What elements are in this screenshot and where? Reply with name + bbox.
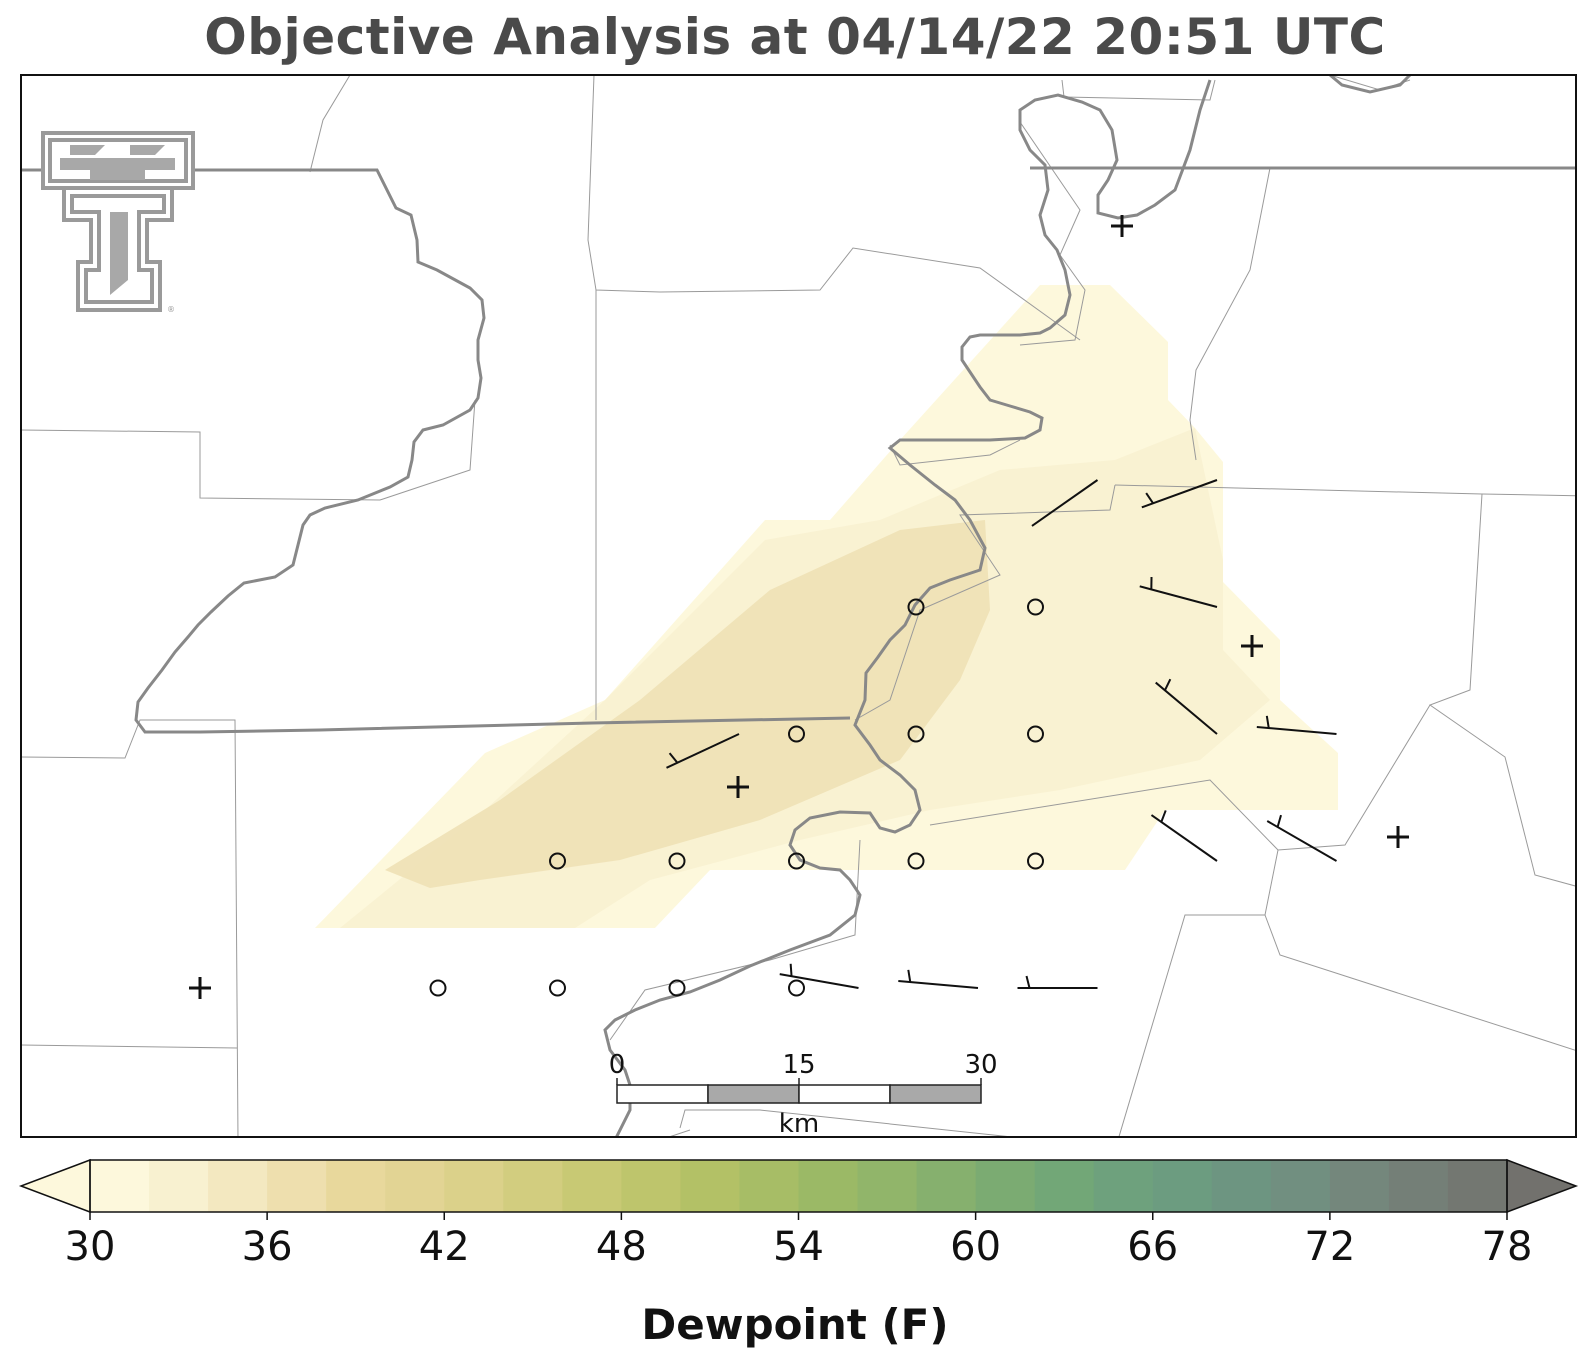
calm-wind-station-8 — [907, 852, 925, 870]
wind-barb-4 — [1155, 678, 1218, 735]
observation-layer — [189, 215, 1409, 999]
map-title: Objective Analysis at 04/14/22 20:51 UTC — [204, 8, 1386, 66]
colorbar-ticks: 30 36 42 48 54 60 66 72 78 — [65, 1212, 1533, 1270]
colorbar-swatch-18 — [1152, 1160, 1213, 1212]
calm-wind-station-1 — [1027, 598, 1044, 616]
wind-barb-7 — [1266, 814, 1338, 862]
scale-bar: 0 15 30 km — [609, 1050, 998, 1139]
map-panel: 0 15 30 km ® — [20, 74, 1577, 1139]
calm-wind-station-7 — [788, 852, 805, 870]
colorbar-swatch-6 — [444, 1160, 504, 1212]
colorbar-swatches — [18, 1158, 1579, 1214]
colorbar-extend-high — [1506, 1158, 1579, 1214]
wind-barb-2 — [1139, 577, 1218, 608]
colorbar-swatch-4 — [326, 1160, 386, 1212]
calm-wind-station-12 — [668, 979, 686, 997]
colorbar-swatch-0 — [90, 1160, 150, 1212]
colorbar-tick-label-8: 78 — [1482, 1224, 1533, 1270]
wind-barb-3 — [666, 733, 740, 769]
calm-wind-station-3 — [907, 725, 925, 743]
colorbar-swatch-12 — [798, 1160, 859, 1212]
map-frame — [20, 74, 1577, 1138]
colorbar-extend-low — [18, 1158, 91, 1214]
state-boundaries — [21, 75, 1576, 1137]
colorbar-swatch-10 — [680, 1160, 741, 1212]
colorbar-tick-label-7: 72 — [1304, 1224, 1355, 1270]
colorbar-swatch-15 — [975, 1160, 1036, 1212]
colorbar-tick-label-0: 30 — [65, 1224, 116, 1270]
scale-label-15: 15 — [782, 1050, 815, 1080]
wind-barb-5 — [1256, 715, 1337, 735]
colorbar-swatch-1 — [149, 1160, 209, 1212]
scale-segment-1 — [616, 1084, 709, 1104]
colorbar-swatch-21 — [1329, 1160, 1390, 1212]
calm-wind-station-9 — [1027, 852, 1044, 870]
station-marker-2 — [727, 776, 749, 798]
calm-wind-station-4 — [1027, 725, 1044, 743]
scale-segment-4 — [889, 1084, 982, 1104]
scale-segment-2 — [707, 1084, 800, 1104]
wind-barb-0 — [1031, 479, 1099, 527]
calm-wind-station-2 — [788, 725, 805, 743]
county-boundaries — [21, 75, 1576, 1137]
colorbar-swatch-20 — [1270, 1160, 1331, 1212]
calm-wind-station-0 — [907, 598, 925, 616]
scale-label-30: 30 — [964, 1050, 997, 1080]
calm-wind-station-11 — [549, 979, 566, 997]
station-marker-4 — [189, 977, 211, 999]
colorbar-tick-label-4: 54 — [773, 1224, 824, 1270]
wind-barb-9 — [898, 969, 979, 989]
colorbar-swatch-2 — [208, 1160, 268, 1212]
colorbar: 30 36 42 48 54 60 66 72 78 — [18, 1158, 1579, 1270]
wind-barb-1 — [1141, 479, 1218, 509]
calm-wind-station-5 — [549, 852, 566, 870]
colorbar-swatch-7 — [503, 1160, 563, 1212]
colorbar-swatch-23 — [1447, 1160, 1508, 1212]
colorbar-swatch-16 — [1034, 1160, 1095, 1212]
calm-wind-station-10 — [429, 979, 447, 997]
colorbar-swatch-11 — [739, 1160, 800, 1212]
colorbar-swatch-5 — [385, 1160, 445, 1212]
contour-level-3 — [385, 520, 990, 888]
colorbar-tick-label-3: 48 — [596, 1224, 647, 1270]
calm-wind-station-6 — [668, 852, 686, 870]
colorbar-swatch-3 — [267, 1160, 327, 1212]
station-marker-3 — [1387, 826, 1409, 848]
scale-segment-3 — [798, 1084, 891, 1104]
colorbar-swatch-9 — [621, 1160, 682, 1212]
svg-text:®: ® — [167, 305, 175, 314]
colorbar-swatch-14 — [916, 1160, 977, 1212]
colorbar-tick-label-2: 42 — [419, 1224, 470, 1270]
scale-label-0: 0 — [609, 1050, 626, 1080]
calm-wind-station-13 — [788, 979, 805, 997]
colorbar-tick-label-5: 60 — [950, 1224, 1001, 1270]
colorbar-tick-label-6: 66 — [1127, 1224, 1178, 1270]
colorbar-swatch-8 — [562, 1160, 622, 1212]
dewpoint-contour-fill — [315, 285, 1338, 928]
colorbar-swatch-13 — [857, 1160, 918, 1212]
colorbar-label: Dewpoint (F) — [641, 1300, 949, 1349]
wind-barb-10 — [1017, 975, 1098, 989]
colorbar-tick-label-1: 36 — [242, 1224, 293, 1270]
station-marker-0 — [1111, 215, 1133, 237]
colorbar-swatch-22 — [1388, 1160, 1449, 1212]
colorbar-swatch-19 — [1211, 1160, 1272, 1212]
scale-unit-label: km — [779, 1109, 819, 1139]
colorbar-swatch-17 — [1093, 1160, 1154, 1212]
texas-tech-double-t-logo: ® — [41, 131, 195, 314]
station-marker-1 — [1241, 635, 1263, 657]
wind-barb-6 — [1150, 810, 1218, 862]
wind-barb-8 — [779, 963, 859, 989]
